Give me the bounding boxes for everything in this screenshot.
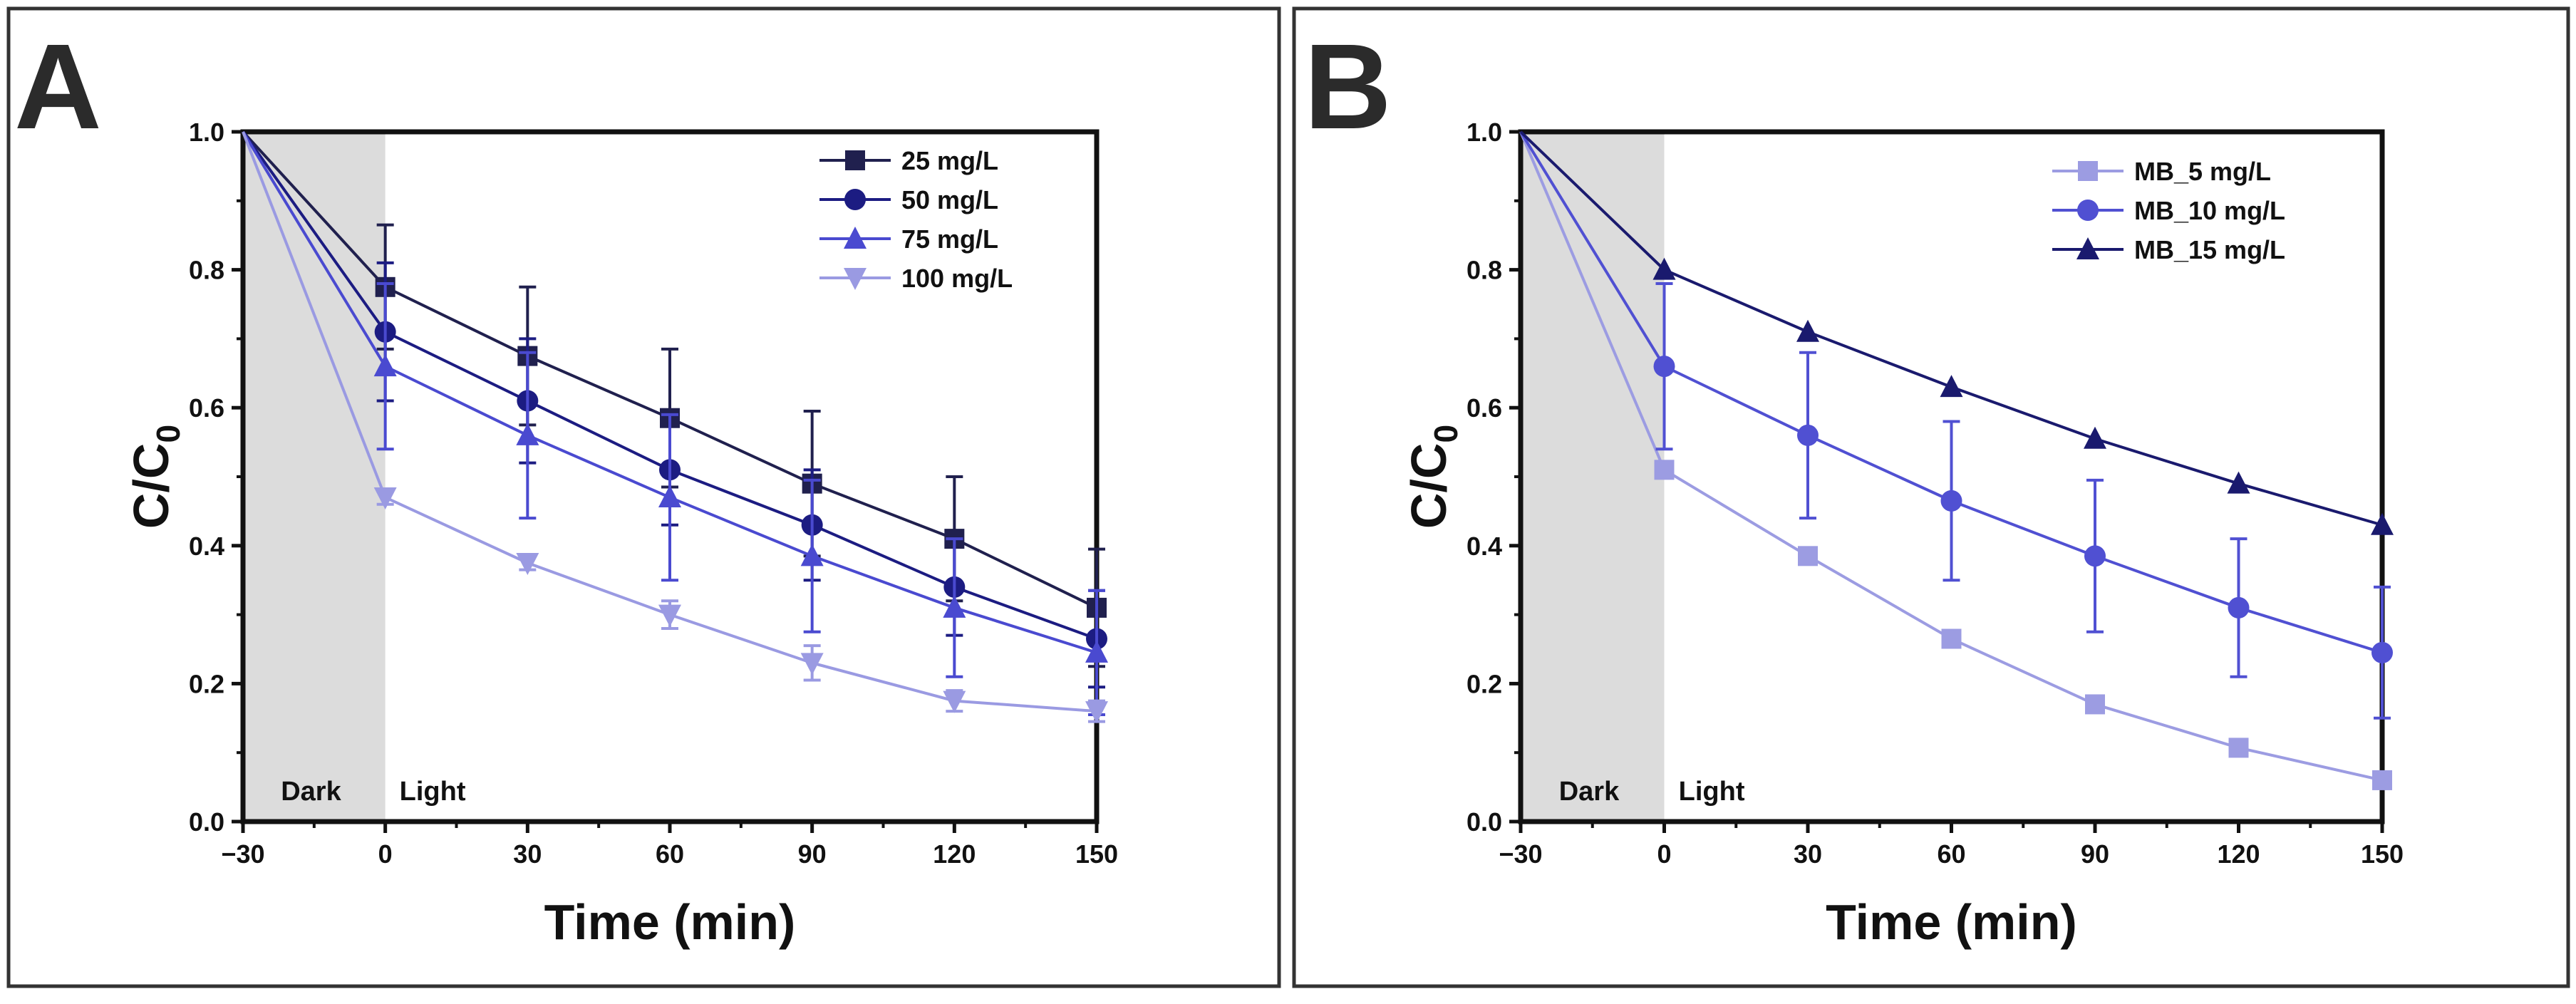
data-point [800,544,824,566]
data-point [2084,426,2106,449]
x-tick-label: 120 [933,839,976,869]
series-75-mg-l: 75 mg/L [242,130,1108,716]
x-tick-label: −30 [1499,839,1542,869]
x-tick-label: 30 [1794,839,1822,869]
legend-label: MB_10 mg/L [2134,196,2285,225]
x-tick-label: 90 [798,839,827,869]
x-tick-label: 150 [2361,839,2404,869]
y-tick-label: 0.6 [189,393,224,423]
legend-label: 75 mg/L [901,224,998,254]
y-tick-label: 0.8 [189,256,224,285]
y-tick-label: 0.4 [1467,532,1502,561]
x-tick-label: 0 [378,839,393,869]
data-point [943,595,966,618]
y-axis-title-subscript: 0 [1427,425,1464,443]
data-point [2371,512,2394,535]
legend-label: 100 mg/L [901,264,1013,293]
chart-panel-b: B Dark Light −30 0 30 60 90 120 150 0.0 0.2 0.4 0.6 0.… [1292,6,2570,988]
series-mb-10-mg-l: MB_10 mg/L [1519,130,2393,720]
x-tick-label: −30 [221,839,264,869]
x-tick-label: 30 [513,839,542,869]
data-point [2227,471,2250,494]
y-axis-title: C/C0 [123,425,187,529]
data-point [1797,424,1819,446]
y-tick-label: 0.0 [189,807,224,837]
dark-label: Dark [281,777,341,807]
dark-period-shading [1521,132,1665,822]
data-point [2372,770,2392,790]
panel-frame [6,6,1281,988]
data-point [2371,641,2393,663]
data-point [800,653,824,676]
x-tick-label: 60 [656,839,684,869]
legend-marker [2077,200,2099,221]
data-point [373,487,397,510]
y-axis-title: C/C0 [1401,425,1464,529]
data-point [2085,694,2105,715]
y-tick-label: 0.8 [1467,256,1502,285]
data-point [658,604,681,627]
data-point [1085,701,1108,724]
y-tick-label: 0.0 [1467,807,1502,837]
light-label: Light [1679,777,1745,807]
dark-label: Dark [1559,777,1620,807]
legend-label: MB_15 mg/L [2134,235,2285,264]
chart-panel-a: A Dark Light −30 0 30 60 90 120 150 0.0 0.2 0.4 0.6 0.… [6,6,1281,988]
x-axis-title: Time (min) [1826,894,2077,950]
data-point [1654,460,1675,480]
legend-label: MB_5 mg/L [2134,157,2271,186]
panel-label: A [14,19,102,155]
x-tick-label: 90 [2081,839,2109,869]
data-point [2084,545,2106,567]
data-point [2228,596,2250,619]
light-label: Light [400,777,466,807]
panel-label: B [1304,19,1392,155]
x-tick-label: 60 [1937,839,1965,869]
y-tick-label: 0.2 [189,669,224,698]
x-axis-title: Time (min) [544,894,796,950]
y-axis-title-main: C/C [123,443,179,529]
y-tick-label: 0.4 [189,532,224,561]
data-point [2228,738,2249,758]
data-point [1798,546,1818,566]
data-point [516,423,539,445]
legend-marker [844,268,867,290]
data-point [1085,640,1108,663]
legend-label: 25 mg/L [901,146,998,175]
panel-frame [1292,6,2570,988]
legend-marker [2078,161,2098,181]
data-point [658,485,681,508]
data-point [1941,628,1962,649]
data-point [1940,490,1962,512]
data-point [516,553,539,575]
legend-marker [845,150,865,170]
data-point [1940,375,1963,398]
y-axis-title-subscript: 0 [150,425,187,443]
x-tick-label: 150 [1075,839,1118,869]
data-point [943,690,966,713]
y-axis-title-main: C/C [1401,443,1457,529]
legend-marker [844,189,866,210]
series-mb-5-mg-l: MB_5 mg/L [1519,131,2392,790]
data-point [373,354,397,377]
legend-marker [844,227,867,249]
y-tick-label: 0.2 [1467,669,1502,698]
x-tick-label: 120 [2217,839,2260,869]
legend-marker [2076,237,2099,259]
legend-label: 50 mg/L [901,185,998,214]
dark-period-shading [243,132,386,822]
series-mb-15-mg-l: MB_15 mg/L [1519,130,2394,535]
data-point [1796,319,1819,342]
y-tick-label: 0.6 [1467,393,1502,423]
y-tick-label: 1.0 [1467,118,1502,147]
y-tick-label: 1.0 [189,118,224,147]
series-100-mg-l: 100 mg/L [242,131,1108,724]
x-tick-label: 0 [1657,839,1671,869]
data-point [1653,356,1675,378]
data-point [1652,257,1676,280]
